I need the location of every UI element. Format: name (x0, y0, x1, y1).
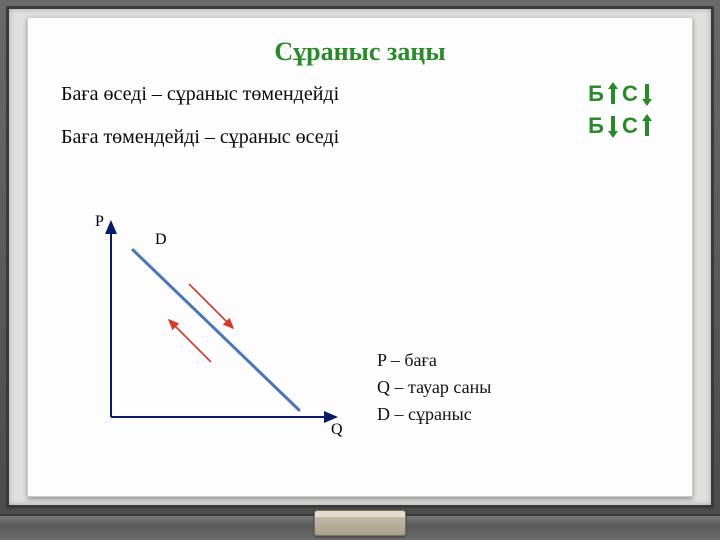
arrow-down-icon (607, 114, 619, 138)
eraser-icon (314, 510, 406, 536)
demand-chart: P Q D (81, 212, 351, 442)
statement-1: Баға өседі – сұраныс төмендейді (61, 83, 659, 106)
bc-b-2: Б (587, 113, 605, 139)
slide-frame: Сұраныс заңы Баға өседі – сұраныс төменд… (0, 0, 720, 540)
svg-text:D: D (155, 231, 167, 248)
arrow-down-icon (641, 82, 653, 106)
legend-q: Q – тауар саны (377, 374, 491, 401)
legend-d: D – сұраныс (377, 401, 491, 428)
arrow-up-icon (641, 114, 653, 138)
bc-row-2: Б С (587, 113, 653, 139)
legend-p: P – баға (377, 347, 491, 374)
bc-b-1: Б (587, 81, 605, 107)
svg-text:P: P (95, 213, 104, 230)
statement-2: Баға төмендейді – сұраныс өседі (61, 126, 659, 149)
statements: Баға өседі – сұраныс төмендейді Баға төм… (61, 83, 659, 149)
whiteboard: Сұраныс заңы Баға өседі – сұраныс төменд… (27, 17, 693, 497)
chart-svg: P Q D (81, 212, 351, 442)
chart-legend: P – баға Q – тауар саны D – сұраныс (377, 347, 491, 428)
bc-c-1: С (621, 81, 639, 107)
bc-c-2: С (621, 113, 639, 139)
bc-indicator: Б С Б С (587, 81, 653, 145)
chalk-tray (0, 514, 720, 540)
page-title: Сұраныс заңы (61, 37, 659, 67)
bc-row-1: Б С (587, 81, 653, 107)
board-frame: Сұраныс заңы Баға өседі – сұраныс төменд… (6, 6, 714, 508)
svg-text:Q: Q (331, 421, 343, 438)
arrow-up-icon (607, 82, 619, 106)
